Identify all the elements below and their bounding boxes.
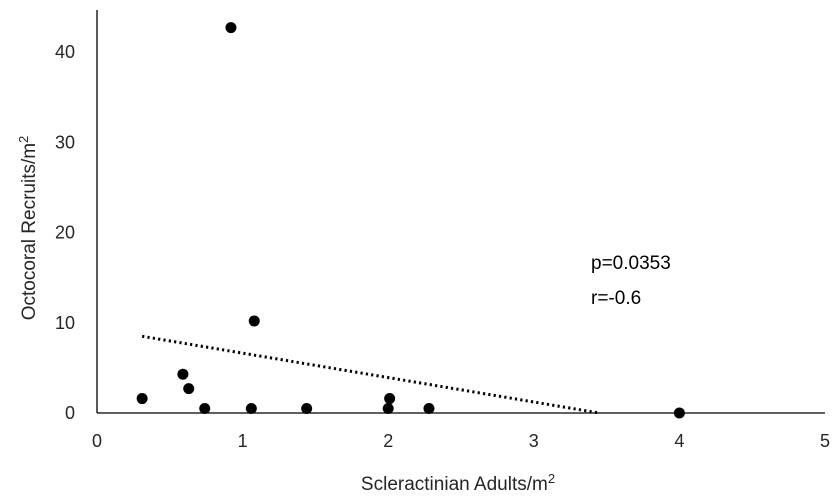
y-axis-title-text: Octocoral Recruits/m: [19, 143, 40, 320]
y-tick-labels: 0 10 20 30 40: [55, 42, 75, 423]
data-point: [384, 393, 396, 405]
trendline: [141, 334, 600, 415]
data-point: [183, 383, 195, 395]
data-point: [136, 393, 148, 405]
data-point: [673, 407, 685, 419]
data-point: [248, 315, 260, 327]
y-tick-label: 10: [55, 313, 75, 333]
y-tick-label: 40: [55, 42, 75, 62]
x-tick-label: 5: [820, 431, 830, 451]
data-point: [177, 368, 189, 380]
data-points: [136, 22, 685, 419]
y-axis-title-superscript: 2: [16, 136, 31, 143]
x-axis-title-text: Scleractinian Adults/m: [361, 474, 548, 495]
data-point: [199, 402, 211, 414]
x-tick-label: 0: [92, 431, 102, 451]
y-tick-label: 30: [55, 132, 75, 152]
p-value-annotation: p=0.0353: [591, 253, 671, 274]
x-tick-label: 4: [674, 431, 684, 451]
y-tick-label: 0: [65, 403, 75, 423]
x-tick-label: 1: [238, 431, 248, 451]
x-axis-title-superscript: 2: [548, 471, 555, 486]
x-tick-labels: 0 1 2 3 4 5: [92, 431, 830, 451]
data-point: [301, 402, 313, 414]
data-point: [382, 402, 394, 414]
x-axis-title: Scleractinian Adults/m2: [361, 471, 555, 495]
y-tick-label: 20: [55, 223, 75, 243]
data-point: [245, 402, 257, 414]
data-point: [225, 22, 237, 34]
x-tick-label: 2: [383, 431, 393, 451]
r-value-annotation: r=-0.6: [591, 288, 641, 309]
x-tick-label: 3: [529, 431, 539, 451]
data-point: [423, 402, 435, 414]
y-axis-title: Octocoral Recruits/m2: [16, 136, 40, 321]
